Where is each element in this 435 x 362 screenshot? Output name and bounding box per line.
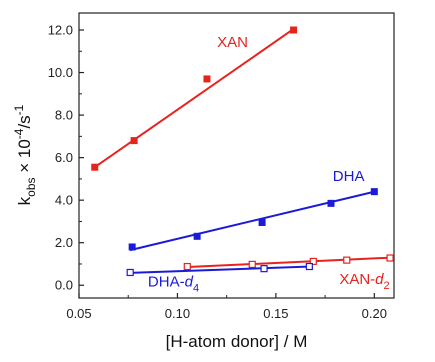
data-point (248, 260, 256, 268)
y-axis-title: kobs × 10-4/s-1 (12, 104, 38, 205)
data-point (183, 262, 191, 271)
series-xan (91, 26, 298, 171)
data-point (203, 75, 211, 83)
x-tick-label: 0.05 (66, 306, 91, 321)
y-tick-label: 6.0 (55, 150, 73, 165)
y-tick-label: 4.0 (55, 193, 73, 208)
data-point (130, 137, 138, 145)
x-tick-label: 0.10 (165, 306, 190, 321)
series-label: XAN (217, 34, 248, 51)
y-axis: 0.0 2.0 4.0 6.0 8.0 10.0 12.0 (48, 23, 84, 293)
series-label: XAN-d2 (339, 271, 389, 292)
series-xan-d2 (183, 254, 394, 271)
fit-line (94, 28, 295, 169)
data-point (193, 232, 201, 240)
fit-line (129, 190, 377, 252)
y-tick-label: 0.0 (55, 278, 73, 293)
y-axis-title-exponent: -4 (12, 128, 26, 139)
x-axis: 0.05 0.10 0.15 0.20 (66, 293, 387, 321)
series-dha-d4 (126, 262, 313, 277)
data-point (126, 268, 134, 277)
y-tick-label: 10.0 (48, 65, 73, 80)
data-point (305, 262, 313, 271)
fit-line (185, 256, 393, 269)
data-point (290, 26, 298, 34)
data-point (370, 188, 378, 196)
x-axis-title: [H-atom donor] / M (166, 332, 308, 351)
y-tick-label: 12.0 (48, 23, 73, 38)
y-axis-title-times: × 10 (15, 139, 34, 177)
series-label: DHA-d4 (148, 273, 199, 294)
x-tick-label: 0.15 (263, 306, 288, 321)
x-tick-label: 0.20 (362, 306, 387, 321)
data-point (386, 254, 394, 262)
y-tick-label: 8.0 (55, 108, 73, 123)
plot-frame (78, 12, 395, 299)
series-dha (128, 188, 378, 252)
data-point (91, 163, 99, 171)
fit-line (130, 265, 312, 274)
data-point (327, 199, 335, 207)
series-labels: XAN DHA XAN-d2 DHA-d4 (148, 34, 390, 294)
series-layer (91, 26, 394, 277)
data-point (260, 265, 268, 273)
y-axis-title-unit-exponent: -1 (12, 104, 26, 115)
data-point (309, 257, 317, 266)
y-axis-title-k: k (15, 196, 34, 205)
y-tick-label: 2.0 (55, 235, 73, 250)
y-axis-title-unit: /s (15, 115, 34, 128)
data-point (258, 218, 266, 226)
data-point (343, 256, 351, 264)
y-axis-title-subscript: obs (24, 178, 38, 197)
series-label: DHA (333, 168, 365, 185)
data-point (128, 243, 136, 251)
